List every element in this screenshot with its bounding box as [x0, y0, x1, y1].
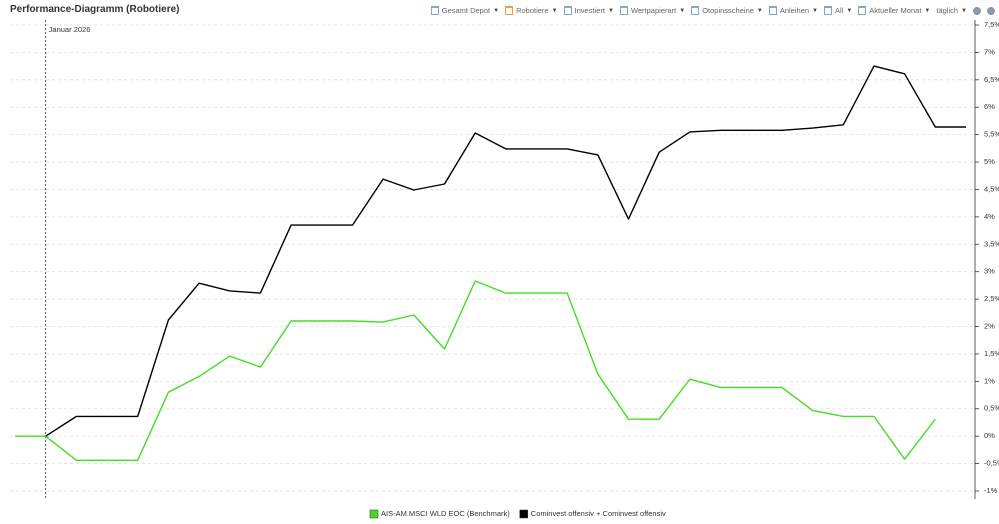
toolbar-label: Otopinsscheine: [702, 6, 754, 15]
toolbar-label: Anleihen: [779, 6, 810, 15]
toolbar-dropdown[interactable]: Gesamt Depot ▼: [430, 6, 500, 15]
dropdown-caret: ▼: [846, 7, 853, 14]
toolbar-dropdown[interactable]: All ▼: [824, 6, 852, 15]
toolbar-label: Aktueller Monat: [869, 6, 922, 15]
toolbar-icon: [619, 6, 628, 15]
toolbar-icon: [430, 6, 439, 15]
legend-swatch: [369, 509, 379, 519]
dropdown-caret: ▼: [493, 7, 500, 14]
toolbar-dropdown[interactable]: Anleihen ▼: [768, 6, 818, 15]
toolbar-icon: [505, 6, 514, 15]
dropdown-caret: ▼: [607, 7, 614, 14]
toolbar-label: Investiert: [574, 6, 605, 15]
toolbar-label: All: [835, 6, 844, 15]
toolbar-label: Gesamt Depot: [441, 6, 491, 15]
y-tick-label: 1%: [984, 376, 995, 385]
dropdown-caret: ▼: [756, 7, 763, 14]
toolbar-label: täglich: [936, 6, 959, 15]
marker-label: Januar 2026: [49, 25, 91, 34]
toolbar-icon: [691, 6, 700, 15]
y-tick-label: 5,5%: [984, 130, 999, 139]
toolbar-dropdown[interactable]: täglich ▼: [936, 6, 967, 15]
export-button[interactable]: [973, 6, 981, 15]
y-tick-label: 2%: [984, 322, 995, 331]
legend-label: AIS-AM.MSCI WLD EOC (Benchmark): [381, 509, 510, 518]
settings-button[interactable]: [987, 6, 995, 15]
y-tick-label: 7%: [984, 47, 995, 56]
y-tick-label: 2,5%: [984, 294, 999, 303]
legend-swatch: [519, 509, 529, 519]
y-tick-label: 3%: [984, 267, 995, 276]
y-tick-label: 0%: [984, 431, 995, 440]
y-tick-label: 6%: [984, 102, 995, 111]
toolbar-dropdown[interactable]: Wertpapierart ▼: [619, 6, 686, 15]
dropdown-caret: ▼: [551, 7, 558, 14]
chart-title: Performance-Diagramm (Robotiere): [10, 4, 180, 15]
toolbar-label: Robotiere: [516, 6, 549, 15]
toolbar-dropdown[interactable]: Otopinsscheine ▼: [691, 6, 763, 15]
y-tick-label: 6,5%: [984, 75, 999, 84]
series-line: [15, 280, 936, 461]
dropdown-caret: ▼: [679, 7, 686, 14]
y-tick-label: 1,5%: [984, 349, 999, 358]
toolbar-dropdown[interactable]: Robotiere ▼: [505, 6, 558, 15]
y-tick-label: 4,5%: [984, 184, 999, 193]
toolbar-label: Wertpapierart: [630, 6, 677, 15]
dropdown-caret: ▼: [812, 7, 818, 14]
y-tick-label: 3,5%: [984, 239, 999, 248]
y-tick-label: 4%: [984, 212, 995, 221]
toolbar-dropdown[interactable]: Investiert ▼: [563, 6, 614, 15]
dropdown-caret: ▼: [961, 7, 967, 14]
y-tick-label: 7,5%: [984, 20, 999, 29]
toolbar: Gesamt Depot ▼ Robotiere ▼ Investiert ▼ Wertpa…: [430, 6, 995, 15]
y-tick-label: -0,5%: [984, 459, 999, 468]
toolbar-icon: [858, 6, 867, 15]
toolbar-dropdown[interactable]: Aktueller Monat ▼: [858, 6, 930, 15]
legend-label: Cominvest offensiv + Cominvest offensiv: [531, 509, 666, 518]
series-line: [45, 65, 966, 437]
toolbar-icon: [824, 6, 832, 15]
y-tick-label: -1%: [984, 486, 998, 495]
y-tick-label: 0,5%: [984, 404, 999, 413]
dropdown-caret: ▼: [924, 7, 931, 14]
y-tick-label: 5%: [984, 157, 995, 166]
toolbar-icon: [768, 6, 777, 15]
toolbar-icon: [563, 6, 572, 15]
